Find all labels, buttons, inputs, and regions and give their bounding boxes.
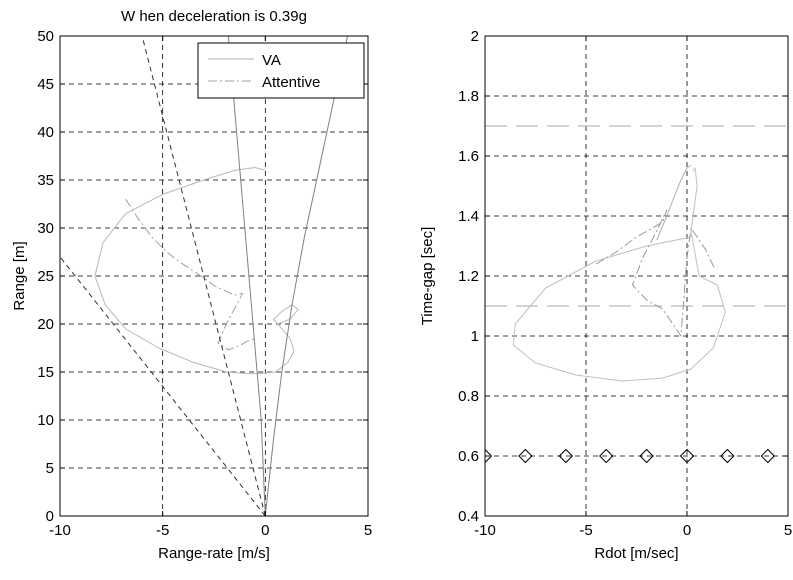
x-tick-label: 0	[261, 522, 269, 539]
y-tick-label: 1	[471, 328, 479, 345]
y-tick-label: 30	[37, 220, 54, 237]
diamond-marker	[639, 448, 654, 464]
diamond-marker	[720, 448, 735, 464]
time-gap-chart: -10 -5 0 5 0.4 0.6 0.8 1 1.2 1.4 1.6 1.8 2 Rdot [m/se…	[419, 28, 792, 562]
diamond-marker	[760, 448, 776, 464]
y-axis-label: Range [m]	[11, 241, 28, 310]
y-tick-label: 0	[46, 508, 54, 525]
series-4-line	[141, 36, 266, 516]
y-axis-label: Time-gap [sec]	[419, 227, 436, 326]
x-tick-label: -5	[156, 522, 169, 539]
x-tick-label: 5	[784, 522, 792, 539]
legend-box	[197, 42, 365, 99]
y-tick-label: 10	[37, 412, 54, 429]
x-tick-label: 5	[364, 522, 372, 539]
y-tick-label: 0.4	[458, 508, 479, 525]
series-3-line	[595, 209, 716, 337]
va-line	[94, 167, 299, 375]
y-tick-label: 5	[46, 460, 54, 477]
attentive-line	[125, 198, 258, 351]
y-tick-label: 50	[37, 28, 54, 45]
y-tick-label: 15	[37, 364, 54, 381]
x-tick-label: -5	[579, 522, 592, 539]
series-5-line	[60, 256, 266, 516]
diamond-marker	[679, 448, 695, 464]
series-3-line	[227, 36, 266, 516]
diamond-marker	[558, 448, 574, 464]
legend-label: VA	[262, 52, 281, 69]
y-tick-label: 20	[37, 316, 54, 333]
y-tick-label: 40	[37, 124, 54, 141]
diamond-marker	[485, 448, 493, 464]
y-tick-label: 1.8	[458, 88, 479, 105]
x-tick-label: -10	[474, 522, 496, 539]
series-2-line	[512, 167, 726, 382]
diamond-marker	[518, 448, 533, 464]
plot-area	[60, 36, 348, 516]
y-tick-label: 2	[471, 28, 479, 45]
y-tick-label: 1.4	[458, 208, 479, 225]
y-tick-label: 0.8	[458, 388, 479, 405]
y-tick-label: 35	[37, 172, 54, 189]
y-tick-label: 1.6	[458, 148, 479, 165]
legend-label: Attentive	[262, 74, 320, 91]
x-tick-label: -10	[49, 522, 71, 539]
diamond-marker	[598, 448, 614, 464]
chart-title: W hen deceleration is 0.39g	[121, 8, 307, 25]
y-tick-label: 1.2	[458, 268, 479, 285]
x-axis-label: Range-rate [m/s]	[158, 545, 270, 562]
y-tick-label: 45	[37, 76, 54, 93]
series-2-line	[264, 36, 348, 516]
x-tick-label: 0	[683, 522, 691, 539]
series-4-line	[656, 164, 692, 241]
y-tick-label: 25	[37, 268, 54, 285]
x-axis-label: Rdot [m/sec]	[594, 545, 678, 562]
plot-area	[485, 125, 788, 464]
y-tick-label: 0.6	[458, 448, 479, 465]
